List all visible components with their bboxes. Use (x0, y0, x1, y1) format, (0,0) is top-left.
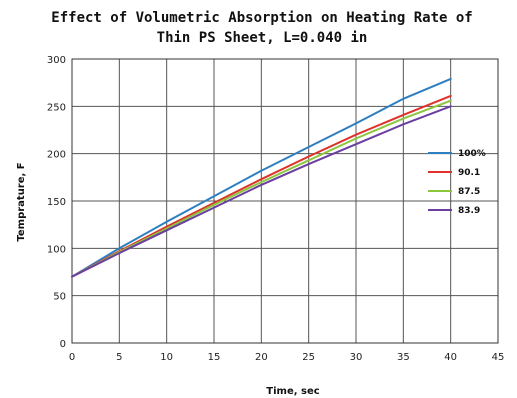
chart-title-line-2: Thin PS Sheet, L=0.040 in (157, 30, 368, 46)
y-tick-label: 0 (60, 339, 66, 350)
x-tick-label: 0 (69, 352, 75, 363)
series-line-90.1 (71, 94, 452, 278)
x-tick-label: 30 (350, 352, 363, 363)
series-line-100% (71, 77, 452, 278)
x-tick-label: 5 (116, 352, 122, 363)
y-tick-label: 200 (47, 150, 66, 161)
y-tick-label: 150 (47, 197, 66, 208)
legend: 100% 90.1 87.5 83.9 (428, 149, 486, 216)
y-axis-label: Temprature, F (16, 162, 27, 241)
x-tick-label: 10 (160, 352, 173, 363)
legend-label: 87.5 (458, 187, 480, 197)
y-tick-label: 300 (47, 55, 66, 66)
series-line-83.9 (71, 105, 452, 278)
grid-layer (71, 58, 499, 344)
chart-title-line-1: Effect of Volumetric Absorption on Heati… (51, 10, 472, 26)
y-tick-label: 100 (47, 244, 66, 255)
x-tick-label: 20 (255, 352, 268, 363)
x-tick-label: 15 (208, 352, 221, 363)
legend-label: 90.1 (458, 168, 480, 178)
x-axis-label: Time, sec (266, 386, 319, 397)
y-tick-label: 250 (47, 102, 66, 113)
series-line-87.5 (71, 99, 452, 278)
tick-labels: 0 5 10 15 20 25 30 35 40 45 0 50 100 150 200 250 300 (47, 55, 504, 363)
x-tick-label: 25 (302, 352, 315, 363)
y-tick-label: 50 (53, 292, 66, 303)
plot-frame (71, 58, 499, 344)
series-layer (71, 77, 452, 278)
x-tick-label: 40 (444, 352, 457, 363)
legend-label: 83.9 (458, 206, 480, 216)
x-tick-label: 35 (397, 352, 410, 363)
legend-label: 100% (458, 149, 486, 159)
x-tick-label: 45 (492, 352, 505, 363)
